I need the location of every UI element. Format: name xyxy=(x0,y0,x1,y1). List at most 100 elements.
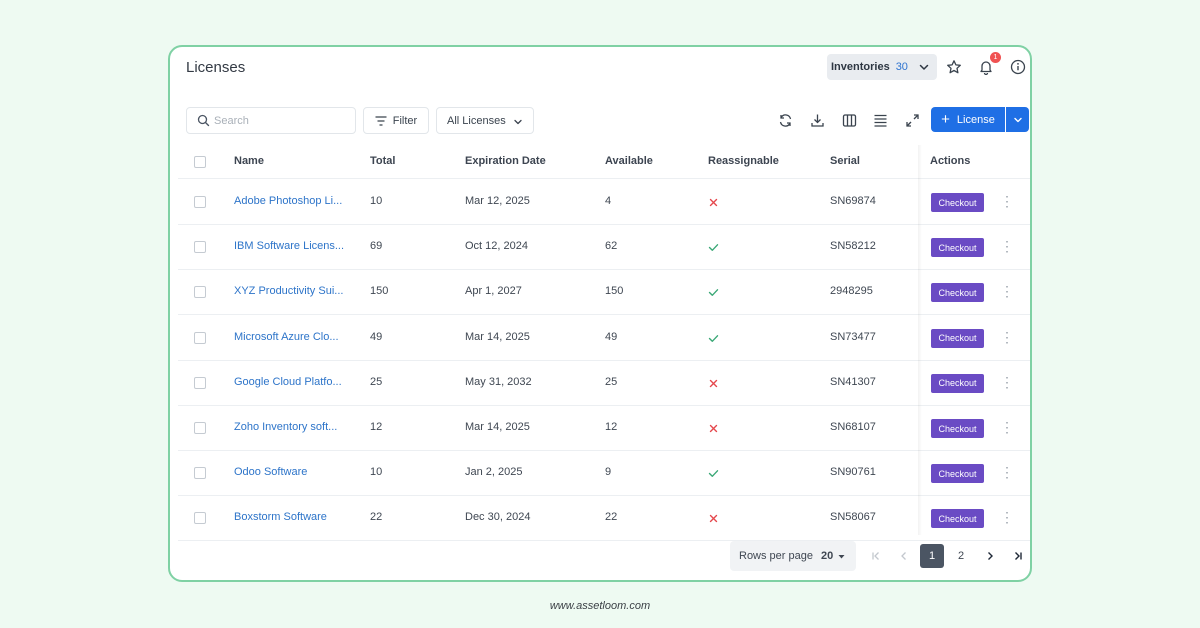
more-options-icon[interactable]: ⋮ xyxy=(1000,283,1014,300)
license-name-link[interactable]: Odoo Software xyxy=(234,466,308,479)
download-icon[interactable] xyxy=(808,111,826,129)
info-icon[interactable] xyxy=(1008,57,1028,77)
checkout-button[interactable]: Checkout xyxy=(931,419,984,438)
total-cell: 12 xyxy=(370,421,383,433)
checkout-button[interactable]: Checkout xyxy=(931,238,984,258)
more-options-icon[interactable]: ⋮ xyxy=(1000,193,1014,209)
notification-badge: 1 xyxy=(990,52,1001,63)
search-placeholder: Search xyxy=(214,114,249,127)
checkout-button[interactable]: Checkout xyxy=(931,464,984,484)
license-name-link[interactable]: IBM Software Licens... xyxy=(234,240,345,253)
more-options-icon[interactable]: ⋮ xyxy=(1000,238,1014,255)
refresh-icon[interactable] xyxy=(776,111,794,129)
license-name-link[interactable]: Boxstorm Software xyxy=(234,511,327,524)
rows-per-page-label: Rows per page xyxy=(739,550,813,562)
rows-per-page-select[interactable]: Rows per page 20 xyxy=(730,541,856,571)
chevron-down-icon xyxy=(514,119,522,125)
expiration-cell: Dec 30, 2024 xyxy=(465,511,531,524)
columns-icon[interactable] xyxy=(840,111,858,129)
column-header-expiration[interactable]: Expiration Date xyxy=(465,155,546,167)
row-checkbox[interactable] xyxy=(194,422,206,434)
check-icon xyxy=(708,285,719,303)
actions-column-divider xyxy=(918,145,922,535)
license-name-link[interactable]: Google Cloud Platfo... xyxy=(234,375,342,388)
site-url: www.assetloom.com xyxy=(549,600,651,612)
pagination-bar: Rows per page 20 1 2 xyxy=(170,541,1030,575)
page-button-1[interactable]: 1 xyxy=(920,544,944,568)
checkout-button[interactable]: Checkout xyxy=(931,373,984,393)
table-row: Zoho Inventory soft... 12 Mar 14, 2025 12 SN… xyxy=(178,406,1030,451)
serial-cell: SN69874 xyxy=(830,195,876,207)
cross-icon xyxy=(708,511,719,529)
row-checkbox[interactable] xyxy=(194,512,206,525)
previous-page-icon[interactable] xyxy=(892,544,916,568)
more-options-icon[interactable]: ⋮ xyxy=(1000,464,1014,481)
serial-cell: 2948295 xyxy=(830,285,873,298)
add-license-menu-button[interactable] xyxy=(1006,107,1029,132)
chevron-down-icon xyxy=(919,64,929,70)
caret-down-icon xyxy=(838,554,845,558)
column-header-reassignable[interactable]: Reassignable xyxy=(708,155,779,167)
serial-cell: SN68107 xyxy=(830,421,876,433)
expiration-cell: Mar 12, 2025 xyxy=(465,195,530,207)
row-checkbox[interactable] xyxy=(194,241,206,254)
row-checkbox[interactable] xyxy=(194,376,206,389)
license-name-link[interactable]: Zoho Inventory soft... xyxy=(234,421,338,433)
table-row: IBM Software Licens... 69 Oct 12, 2024 62 SN… xyxy=(178,225,1030,271)
expiration-cell: Mar 14, 2025 xyxy=(465,421,530,433)
license-name-link[interactable]: Adobe Photoshop Li... xyxy=(234,195,343,207)
check-icon xyxy=(708,466,719,484)
expiration-cell: May 31, 2032 xyxy=(465,375,532,388)
serial-cell: SN41307 xyxy=(830,375,876,388)
add-license-label: License xyxy=(956,113,995,126)
license-name-link[interactable]: Microsoft Azure Clo... xyxy=(234,330,339,343)
more-options-icon[interactable]: ⋮ xyxy=(1000,328,1014,345)
page-button-2[interactable]: 2 xyxy=(957,550,965,562)
licenses-panel: Licenses Inventories 30 1 Search Filter … xyxy=(168,45,1032,582)
page-title: Licenses xyxy=(186,59,246,76)
search-input[interactable]: Search xyxy=(186,107,356,134)
license-scope-value: All Licenses xyxy=(447,114,506,127)
add-license-button[interactable]: + License xyxy=(931,107,1005,132)
column-header-name[interactable]: Name xyxy=(234,155,264,167)
more-options-icon[interactable]: ⋮ xyxy=(1000,509,1014,526)
checkout-button[interactable]: Checkout xyxy=(931,328,984,348)
column-header-serial[interactable]: Serial xyxy=(830,155,860,167)
column-header-total[interactable]: Total xyxy=(370,155,396,167)
star-icon[interactable] xyxy=(944,57,964,77)
cross-icon xyxy=(708,376,719,394)
last-page-icon[interactable] xyxy=(1006,544,1030,568)
filter-button[interactable]: Filter xyxy=(363,107,429,134)
more-options-icon[interactable]: ⋮ xyxy=(1000,373,1014,390)
first-page-icon[interactable] xyxy=(864,544,888,568)
density-icon[interactable] xyxy=(871,111,889,129)
row-checkbox[interactable] xyxy=(194,467,206,480)
bell-icon[interactable] xyxy=(976,57,996,77)
more-options-icon[interactable]: ⋮ xyxy=(1000,419,1014,435)
search-icon xyxy=(197,114,210,127)
license-name-link[interactable]: XYZ Productivity Sui... xyxy=(234,285,344,298)
total-cell: 25 xyxy=(370,375,383,388)
inventory-selector[interactable]: Inventories 30 xyxy=(827,54,937,80)
panel-header: Licenses Inventories 30 1 xyxy=(170,47,1030,89)
inventory-count: 30 xyxy=(895,61,908,73)
fullscreen-icon[interactable] xyxy=(903,111,921,129)
license-scope-select[interactable]: All Licenses xyxy=(436,107,534,134)
available-cell: 49 xyxy=(605,330,618,343)
row-checkbox[interactable] xyxy=(194,331,206,344)
table-row: Microsoft Azure Clo... 49 Mar 14, 2025 49 SN… xyxy=(178,316,1030,361)
checkout-button[interactable]: Checkout xyxy=(931,193,984,212)
table-toolbar: Search Filter All Licenses + License xyxy=(170,107,1030,135)
select-all-checkbox[interactable] xyxy=(194,156,206,168)
checkout-button[interactable]: Checkout xyxy=(931,509,984,529)
checkout-button[interactable]: Checkout xyxy=(931,283,984,303)
column-header-actions: Actions xyxy=(930,155,971,167)
total-cell: 49 xyxy=(370,330,383,343)
row-checkbox[interactable] xyxy=(194,286,206,299)
total-cell: 10 xyxy=(370,195,383,207)
row-checkbox[interactable] xyxy=(194,196,206,208)
inventory-label: Inventories xyxy=(831,61,890,73)
table-row: Adobe Photoshop Li... 10 Mar 12, 2025 4 SN69… xyxy=(178,180,1030,225)
next-page-icon[interactable] xyxy=(978,544,1002,568)
column-header-available[interactable]: Available xyxy=(605,155,653,167)
